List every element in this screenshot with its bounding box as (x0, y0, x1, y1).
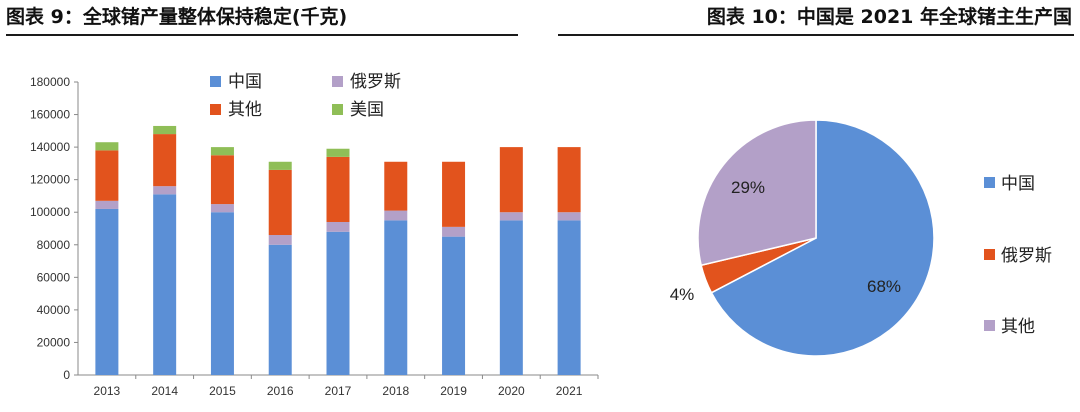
bar-segment (153, 125, 177, 135)
y-tick-label: 80000 (37, 238, 71, 252)
bar-segment (153, 194, 177, 375)
y-tick-label: 100000 (30, 205, 70, 219)
pie-data-label: 68% (867, 277, 901, 296)
y-tick-label: 160000 (30, 108, 70, 122)
x-tick-label: 2018 (382, 384, 409, 398)
pie-slice (697, 119, 817, 267)
legend-label: 中国 (228, 72, 262, 92)
pie-data-label: 4% (670, 285, 695, 304)
bar-segment (153, 134, 177, 187)
pie-data-label: 29% (731, 178, 765, 197)
bar-segment (95, 200, 119, 209)
bar-segment (499, 220, 523, 375)
legend-swatch (210, 76, 221, 87)
y-tick-label: 120000 (30, 173, 70, 187)
bar-segment (268, 161, 292, 170)
left-figure-title: 图表 9：全球锗产量整体保持稳定(千克) (6, 6, 348, 28)
legend-label: 美国 (350, 100, 384, 120)
x-tick-label: 2014 (151, 384, 178, 398)
bar-segment (442, 161, 466, 227)
x-tick-label: 2019 (440, 384, 467, 398)
bar-segment (153, 186, 177, 195)
bar-segment (384, 210, 408, 221)
bar-segment (326, 148, 350, 157)
x-tick-label: 2020 (498, 384, 525, 398)
bar-segment (210, 212, 234, 375)
right-figure-title: 图表 10：中国是 2021 年全球锗主生产国 (706, 6, 1072, 28)
bar-segment (95, 142, 119, 151)
bar-segment (210, 155, 234, 205)
legend-swatch (332, 104, 343, 115)
x-tick-label: 2017 (325, 384, 352, 398)
y-tick-label: 140000 (30, 140, 70, 154)
x-tick-label: 2013 (94, 384, 121, 398)
bar-segment (210, 147, 234, 156)
legend-label: 俄罗斯 (1001, 246, 1052, 266)
y-tick-label: 20000 (37, 335, 71, 349)
x-tick-label: 2021 (556, 384, 583, 398)
bar-segment (326, 156, 350, 222)
right-title-rule (558, 34, 1074, 36)
left-title-rule (6, 34, 518, 36)
legend-label: 其他 (1001, 317, 1035, 337)
bar-segment (95, 150, 119, 201)
bar-segment (557, 220, 581, 375)
y-tick-label: 180000 (30, 75, 70, 89)
bar-segment (326, 221, 350, 232)
bar-segment (268, 235, 292, 245)
stacked-bar-chart: 0 20000 40000 60000 80000 100000 120000 140000 1… (30, 72, 599, 398)
bar-segment (268, 244, 292, 375)
bar-segment (499, 212, 523, 221)
bar-segment (499, 147, 523, 213)
bar-segment (326, 231, 350, 375)
pie-slice (710, 119, 935, 357)
legend-label: 其他 (228, 100, 262, 120)
legend-swatch (984, 320, 995, 331)
bar-segment (384, 220, 408, 375)
legend-label: 中国 (1001, 174, 1035, 194)
legend-label: 俄罗斯 (350, 72, 401, 92)
bar-segment (210, 204, 234, 213)
bar-segment (384, 161, 408, 211)
bar-segment (557, 212, 581, 221)
x-tick-label: 2016 (267, 384, 294, 398)
bar-segment (95, 208, 119, 375)
bar-segment (557, 147, 581, 213)
x-tick-label: 2015 (209, 384, 236, 398)
legend-swatch (984, 249, 995, 260)
bar-segment (442, 226, 466, 237)
y-tick-label: 0 (63, 368, 70, 382)
y-tick-label: 60000 (37, 270, 71, 284)
legend-swatch (332, 76, 343, 87)
legend-swatch (210, 104, 221, 115)
bar-segment (442, 236, 466, 375)
bar-segment (268, 169, 292, 236)
y-tick-label: 40000 (37, 303, 71, 317)
legend-swatch (984, 177, 995, 188)
